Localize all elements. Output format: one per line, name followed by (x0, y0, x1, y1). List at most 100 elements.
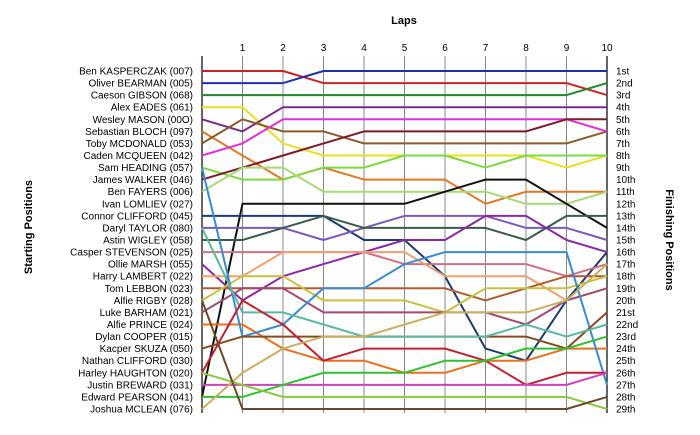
series-line-17 (201, 214, 608, 302)
lap-tick-label: 9 (564, 43, 570, 54)
starting-position-labels: Ben KASPERCZAK (007)Oliver BEARMAN (005)… (70, 67, 193, 416)
lap-tick-label: 6 (442, 43, 448, 54)
finishing-label: 19th (616, 284, 635, 295)
starting-label: Wesley MASON (00O) (93, 115, 193, 126)
series-line-1 (202, 70, 608, 97)
starting-label: Kacper SKUZA (050) (100, 344, 193, 355)
finishing-label: 2nd (616, 79, 633, 90)
series-line-31 (201, 300, 608, 410)
finishing-label: 4th (616, 103, 630, 114)
series-line-10 (201, 118, 607, 181)
starting-label: James WALKER (046) (93, 175, 193, 186)
series-line-5 (201, 106, 607, 133)
finishing-label: 23rd (616, 332, 636, 343)
finishing-position-labels: 1st2nd3rd4th5th6th7th8th9th10th11th12th1… (616, 67, 638, 416)
starting-label: Sam HEADING (057) (98, 163, 193, 174)
series-line-29 (201, 263, 608, 410)
finishing-label: 20th (616, 296, 635, 307)
series-line-20 (201, 275, 608, 314)
finishing-label: 1st (616, 67, 630, 78)
starting-label: Joshua MCLEAN (076) (90, 405, 193, 416)
lap-tick-label: 2 (280, 43, 286, 54)
lap-tick-label: 7 (483, 43, 489, 54)
starting-label: Casper STEVENSON (025) (70, 248, 193, 259)
starting-label: Astin WIGLEY (058) (103, 236, 193, 247)
series-line-2 (202, 70, 607, 85)
series-line-26 (201, 299, 607, 386)
finishing-label: 5th (616, 115, 630, 126)
series-line-21 (201, 287, 608, 326)
finishing-label: 13th (616, 211, 635, 222)
starting-label: Daryl TAYLOR (080) (102, 223, 193, 234)
finishing-label: 27th (616, 380, 635, 391)
x-axis-title: Laps (391, 15, 417, 27)
lap-tick-label: 10 (601, 43, 613, 54)
finishing-label: 16th (616, 248, 635, 259)
lap-tick-label: 5 (402, 43, 408, 54)
starting-label: Connor CLIFFORD (045) (81, 211, 193, 222)
series-lines (201, 70, 608, 410)
starting-label: Dylan COOPER (015) (95, 332, 193, 343)
starting-label: Harley HAUGHTON (020) (78, 368, 193, 379)
series-line-8 (201, 118, 608, 157)
finishing-label: 22nd (616, 320, 638, 331)
starting-label: Nathan CLIFFORD (030) (82, 356, 193, 367)
starting-label: Alex EADES (061) (111, 103, 193, 114)
starting-label: Alfie RIGBY (028) (114, 296, 193, 307)
series-line-15 (202, 214, 607, 241)
starting-label: Harry LAMBERT (022) (93, 272, 193, 283)
finishing-label: 21st (616, 308, 635, 319)
starting-label: Tom LEBBON (023) (105, 284, 193, 295)
finishing-label: 9th (616, 163, 630, 174)
series-line-14 (202, 214, 608, 241)
series-line-12 (201, 178, 608, 398)
finishing-label: 3rd (616, 91, 630, 102)
finishing-label: 28th (616, 392, 635, 403)
starting-label: Edward PEARSON (041) (81, 392, 193, 403)
finishing-label: 14th (616, 223, 635, 234)
series-line-3 (202, 82, 608, 97)
finishing-label: 24th (616, 344, 635, 355)
series-line-28 (202, 335, 608, 398)
lap-tick-label: 1 (240, 43, 246, 54)
starting-label: Caeson GIBSON (068) (91, 91, 193, 102)
series-line-30 (201, 371, 608, 410)
y-axis-title-left: Starting Positions (23, 180, 35, 274)
starting-label: Ben KASPERCZAK (007) (79, 67, 193, 78)
finishing-label: 18th (616, 272, 635, 283)
series-line-11 (201, 166, 608, 205)
finishing-label: 15th (616, 236, 635, 247)
starting-label: Ben FAYERS (006) (108, 187, 193, 198)
starting-label: Ivan LOMLIEV (027) (102, 199, 193, 210)
lap-tick-label: 4 (361, 43, 367, 54)
starting-label: Justin BREWARD (031) (87, 380, 193, 391)
lap-tick-label: 8 (523, 43, 529, 54)
y-axis-title-right: Finishing Positions (663, 189, 675, 290)
finishing-label: 25th (616, 356, 635, 367)
starting-label: Ollie MARSH (055) (108, 260, 193, 271)
series-line-23 (201, 167, 608, 386)
series-line-27 (202, 371, 608, 386)
starting-label: Oliver BEARMAN (005) (89, 79, 193, 90)
series-line-9 (201, 154, 607, 181)
series-line-25 (201, 227, 608, 338)
grid-lines (201, 56, 608, 413)
finishing-label: 7th (616, 139, 630, 150)
finishing-label: 6th (616, 127, 630, 138)
finishing-label: 26th (616, 368, 635, 379)
starting-label: Sebastian BLOCH (097) (85, 127, 193, 138)
series-line-6 (201, 130, 607, 205)
lap-ticks: 1 2 3 4 5 6 7 8 9 10 (240, 43, 613, 54)
finishing-label: 17th (616, 260, 635, 271)
lap-tick-label: 3 (321, 43, 327, 54)
finishing-label: 12th (616, 199, 635, 210)
starting-label: Caden MCQUEEN (042) (84, 151, 193, 162)
starting-label: Alfie PRINCE (024) (107, 320, 193, 331)
finishing-label: 8th (616, 151, 630, 162)
finishing-label: 29th (616, 405, 635, 416)
starting-label: Toby MCDONALD (053) (86, 139, 193, 150)
finishing-label: 11th (616, 187, 635, 198)
finishing-label: 10th (616, 175, 635, 186)
starting-label: Luke BARHAM (021) (100, 308, 193, 319)
